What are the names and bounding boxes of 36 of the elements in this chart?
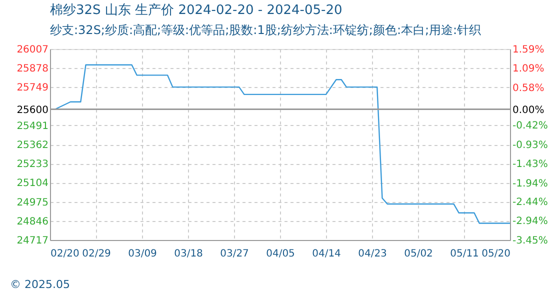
x-tick-label: 05/11 xyxy=(450,248,479,260)
y2-tick-label: -2.94% xyxy=(512,216,548,228)
x-tick-label: 05/02 xyxy=(404,248,433,260)
y2-tick-label: 0.00% xyxy=(512,104,544,116)
x-tick-label: 05/20 xyxy=(482,248,510,260)
x-tick-label: 03/09 xyxy=(128,248,157,260)
y-tick-label: 25749 xyxy=(16,82,48,94)
y2-tick-label: -2.44% xyxy=(512,197,548,208)
y-tick-label: 25362 xyxy=(16,140,48,151)
y2-tick-label: -0.42% xyxy=(512,120,548,132)
x-tick-label: 04/14 xyxy=(312,248,341,260)
y-tick-label: 24717 xyxy=(16,236,48,246)
y2-tick-label: 1.09% xyxy=(512,63,544,74)
y2-tick-label: -1.43% xyxy=(512,158,548,170)
y2-tick-label: -1.94% xyxy=(512,178,548,190)
x-tick-label: 03/18 xyxy=(174,248,203,260)
y-tick-label: 24846 xyxy=(16,216,48,228)
chart-title: 棉纱32S 山东 生产价 2024-02-20 - 2024-05-20 xyxy=(50,3,342,18)
y-tick-label: 25104 xyxy=(16,178,48,190)
x-tick-label: 02/29 xyxy=(82,248,111,260)
chart-subtitle: 纱支:32S;纱质:高配;等级:优等品;股数:1股;纺纱方法:环锭纺;颜色:本白;用途:针织 xyxy=(50,23,482,37)
y2-tick-label: 1.59% xyxy=(512,44,544,56)
y2-tick-label: 0.58% xyxy=(512,82,544,94)
x-tick-label: 03/27 xyxy=(220,248,249,260)
y2-tick-label: -0.93% xyxy=(512,140,548,151)
x-tick-label: 04/23 xyxy=(358,248,387,260)
x-tick-label: 04/05 xyxy=(266,248,295,260)
y-tick-label: 25233 xyxy=(16,159,48,170)
y2-tick-label: -3.45% xyxy=(512,236,548,246)
y-tick-label: 25878 xyxy=(16,64,48,75)
y-tick-label: 25491 xyxy=(16,120,48,132)
y-tick-label: 24975 xyxy=(16,197,48,208)
text: © 2025.05 xyxy=(10,278,70,291)
x-tick-label: 02/20 xyxy=(50,248,80,260)
y-tick-label: 26007 xyxy=(16,44,48,56)
y-tick-label: 25600 xyxy=(16,104,48,116)
